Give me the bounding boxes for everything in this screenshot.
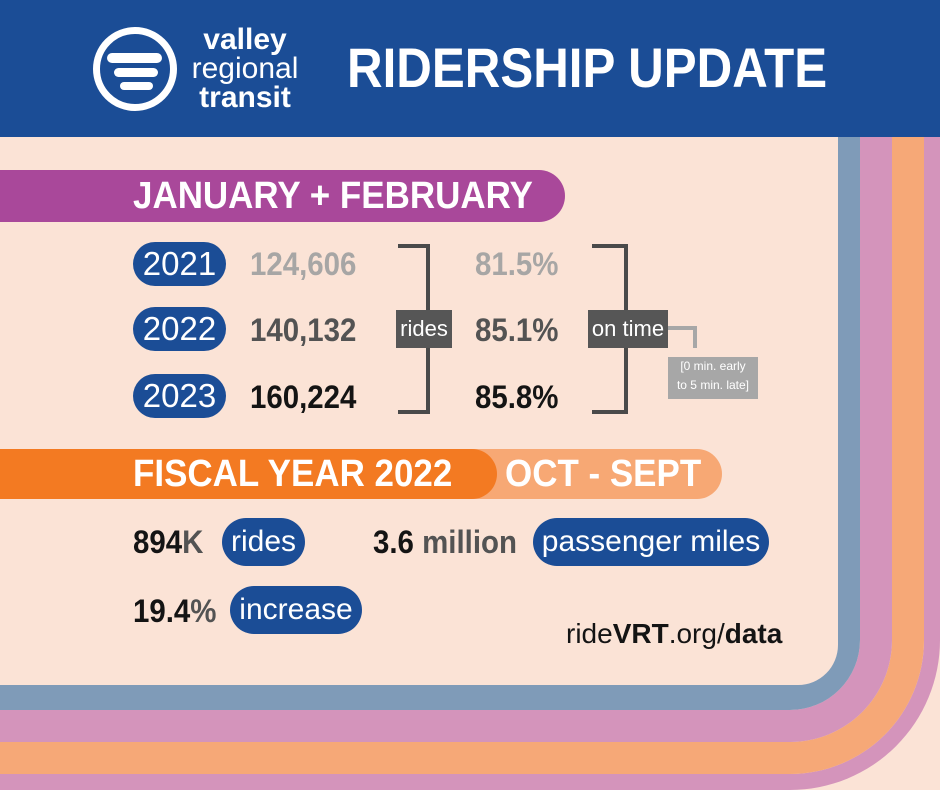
note-connector <box>665 326 697 348</box>
fiscal-year-period: OCT - SEPT <box>505 453 702 495</box>
rides-2023: 160,224 <box>250 379 357 415</box>
url-prefix: ride <box>566 618 613 649</box>
fy-increase-value: 19.4% <box>133 588 216 634</box>
jan-feb-heading: JANUARY + FEBRUARY <box>133 175 533 217</box>
fiscal-year-banner: FISCAL YEAR 2022 <box>0 449 497 499</box>
on-time-2021: 81.5% <box>475 246 559 282</box>
fiscal-year-heading: FISCAL YEAR 2022 <box>133 453 453 495</box>
fy-increase-pill: increase <box>230 586 362 634</box>
fy-rides-unit: K <box>182 524 204 560</box>
stripe-pink <box>0 0 892 742</box>
fy-rides-value: 894K <box>133 519 203 565</box>
jan-feb-banner: JANUARY + FEBRUARY <box>0 170 565 222</box>
rides-tag: rides <box>396 310 452 348</box>
on-time-2022: 85.1% <box>475 312 559 348</box>
data-url[interactable]: rideVRT.org/data <box>566 617 782 651</box>
fy-rides-pill: rides <box>222 518 305 566</box>
fy-increase-unit: % <box>190 593 217 629</box>
on-time-note: [0 min. early to 5 min. late] <box>668 357 758 399</box>
fy-miles-value: 3.6 million <box>373 519 517 565</box>
url-suffix: data <box>724 618 783 649</box>
on-time-note-line-2: to 5 min. late] <box>676 378 750 392</box>
year-pill-2021: 2021 <box>133 242 226 286</box>
vrt-logo-icon <box>93 27 177 111</box>
fy-miles-unit: million <box>413 524 517 560</box>
fy-miles-number: 3.6 <box>373 524 414 560</box>
year-pill-2023: 2023 <box>133 374 226 418</box>
logo-line-3: transit <box>199 81 291 114</box>
on-time-2023: 85.8% <box>475 379 559 415</box>
logo-line-1: valley <box>203 23 287 56</box>
url-bold: VRT <box>612 618 669 649</box>
rides-2021: 124,606 <box>250 246 357 282</box>
logo-line-2: regional <box>191 52 299 85</box>
fy-miles-pill: passenger miles <box>533 518 769 566</box>
rides-2022: 140,132 <box>250 312 357 348</box>
fy-rides-number: 894 <box>133 524 183 560</box>
year-pill-2022: 2022 <box>133 307 226 351</box>
on-time-note-line-1: [0 min. early <box>680 359 746 373</box>
page-title: RIDERSHIP UPDATE <box>347 36 828 99</box>
fy-increase-number: 19.4 <box>133 593 191 629</box>
logo-wordmark: valley regional transit <box>190 23 300 114</box>
url-mid: .org/ <box>668 618 725 649</box>
on-time-tag: on time <box>588 310 668 348</box>
